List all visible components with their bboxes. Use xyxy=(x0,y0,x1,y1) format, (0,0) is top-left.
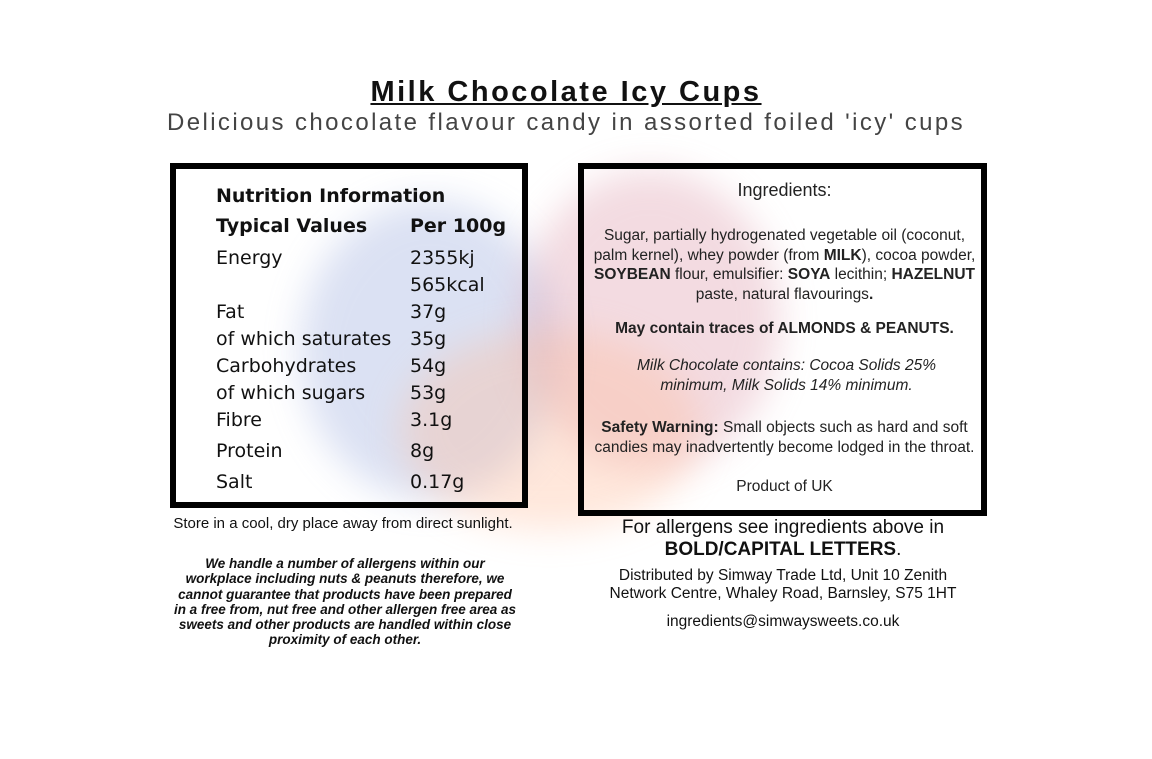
milk-chocolate: Milk Chocolate contains: Cocoa Solids 25… xyxy=(637,357,936,394)
title: Milk Chocolate Icy Cups xyxy=(370,76,762,108)
safety-warning: Safety Warning: Small objects such as ha… xyxy=(592,418,977,457)
safety-text: Small objects such as hard and soft cand… xyxy=(594,419,975,456)
distributor: Distributed by Simway Trade Ltd, Unit 10… xyxy=(609,567,957,602)
row-value: 3.1g xyxy=(410,409,453,431)
subtitle: Delicious chocolate flavour candy in ass… xyxy=(166,109,966,136)
row-label: Carbohydrates xyxy=(216,355,357,377)
row-label: Protein xyxy=(216,440,283,462)
column-header: Per 100g xyxy=(410,215,507,237)
safety-label: Safety Warning: xyxy=(601,419,719,436)
row-label: of which saturates xyxy=(216,328,392,350)
text: . xyxy=(896,539,902,560)
row-label: Salt xyxy=(216,471,253,493)
text: For allergens see ingredients above in xyxy=(621,517,945,538)
row-value: 2355kj xyxy=(410,247,475,269)
text: Sugar, partially hydrogenated vegetable … xyxy=(593,227,966,264)
allergen: SOYBEAN xyxy=(593,266,671,283)
row-value: 0.17g xyxy=(410,471,465,493)
ingredients-heading: Ingredients: xyxy=(737,180,832,200)
allergen: MILK xyxy=(823,246,862,264)
text: . xyxy=(868,285,874,303)
row-value: 565kcal xyxy=(410,274,485,296)
allergen-notice: We handle a number of allergens within o… xyxy=(173,556,517,648)
row-label: Energy xyxy=(216,247,283,269)
nutrition-panel: Nutrition Information Typical Values Per… xyxy=(170,163,528,508)
text: lecithin; xyxy=(830,266,892,283)
row-value: 37g xyxy=(410,301,447,323)
text: paste, natural flavourings xyxy=(695,285,869,303)
origin: Product of UK xyxy=(736,478,833,495)
nutrition-header-row: Typical Values Per 100g xyxy=(216,215,516,237)
row-label: Fat xyxy=(216,301,245,323)
row-label: Fibre xyxy=(216,409,262,431)
watermark xyxy=(300,200,560,500)
storage: Store in a cool, dry place away from dir… xyxy=(173,515,513,532)
text: flour, emulsifier: xyxy=(670,266,788,283)
column-header: Typical Values xyxy=(216,215,368,237)
watermark xyxy=(520,170,780,470)
row-value: 54g xyxy=(410,355,447,377)
text: ), cocoa powder, xyxy=(861,246,976,264)
allergen: HAZELNUT xyxy=(891,266,976,283)
row-value: 8g xyxy=(410,440,435,462)
row-value: 53g xyxy=(410,382,447,404)
ingredients-text: Sugar, partially hydrogenated vegetable … xyxy=(592,226,977,304)
email: ingredients@simwaysweets.co.uk xyxy=(666,613,900,630)
nutrition-heading: Nutrition Information xyxy=(216,185,446,207)
text: BOLD/CAPITAL LETTERS xyxy=(664,539,897,560)
row-label: of which sugars xyxy=(216,382,366,404)
allergen: SOYA xyxy=(787,266,831,283)
allergen-note: For allergens see ingredients above in BO… xyxy=(578,517,988,561)
row-value: 35g xyxy=(410,328,447,350)
ingredients-panel: Ingredients: Sugar, partially hydrogenat… xyxy=(578,163,987,516)
watermark xyxy=(400,330,700,530)
traces: May contain traces of ALMONDS & PEANUTS. xyxy=(615,320,954,337)
